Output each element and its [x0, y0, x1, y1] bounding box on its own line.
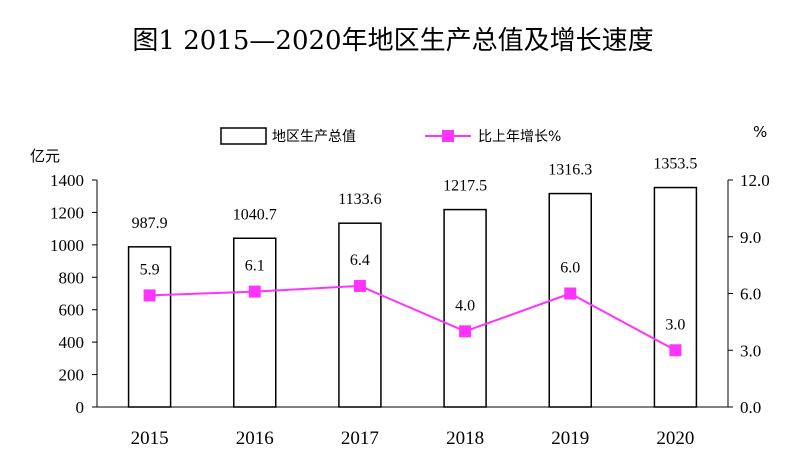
growth-value-label: 6.0: [560, 260, 580, 277]
x-tick-label: 2018: [446, 428, 484, 449]
x-tick-label: 2015: [131, 428, 169, 449]
x-tick-labels: 2015 2016 2017 2018 2019 2020: [131, 428, 695, 449]
left-tick-label: 200: [59, 366, 85, 385]
growth-marker: [143, 289, 156, 302]
growth-marker: [669, 344, 682, 357]
chart-title: 图1 2015—2020年地区生产总值及增长速度: [132, 26, 654, 56]
growth-polyline: [149, 284, 676, 352]
legend-line-marker: [442, 130, 454, 142]
growth-marker: [248, 285, 261, 298]
right-ticks: 0.0 3.0 6.0 9.0 12.0: [728, 171, 770, 417]
bar-value-labels: 987.9 1040.7 1133.6 1217.5 1316.3 1353.5: [132, 156, 698, 232]
bar: [653, 186, 698, 408]
bars: [127, 186, 698, 408]
legend-bar-swatch: [220, 127, 267, 145]
bar-value-label: 1133.6: [338, 191, 381, 208]
x-tick-label: 2019: [551, 428, 589, 449]
x-tick-label: 2017: [341, 428, 379, 449]
right-tick-label: 12.0: [740, 171, 770, 190]
left-tick-label: 1400: [50, 171, 84, 190]
growth-marker: [564, 287, 577, 300]
x-tick-label: 2016: [236, 428, 274, 449]
bar-value-label: 1217.5: [443, 178, 487, 195]
left-tick-label: 1200: [50, 203, 84, 222]
left-tick-label: 600: [59, 301, 85, 320]
right-tick-label: 0.0: [740, 398, 761, 417]
legend: 地区生产总值 比上年增长%: [220, 127, 561, 145]
right-tick-label: 6.0: [740, 285, 761, 304]
legend-line-label: 比上年增长%: [478, 129, 561, 145]
bar: [548, 192, 592, 408]
left-axis-unit: 亿元: [30, 147, 60, 165]
bar-value-label: 987.9: [132, 215, 168, 232]
left-tick-label: 0: [76, 398, 85, 417]
bar-value-label: 1316.3: [548, 162, 592, 179]
bar: [127, 246, 172, 408]
bar: [338, 222, 382, 408]
growth-value-label: 3.0: [665, 316, 685, 333]
legend-bar-label: 地区生产总值: [272, 129, 356, 145]
growth-marker: [459, 325, 472, 338]
bar: [233, 237, 277, 408]
left-tick-label: 800: [59, 268, 85, 287]
growth-value-label: 5.9: [140, 261, 160, 278]
growth-value-label: 4.0: [455, 297, 475, 314]
left-ticks: 0 200 400 600 800 1000 1200 1400: [50, 171, 97, 417]
left-tick-label: 400: [59, 333, 85, 352]
growth-value-labels: 5.9 6.1 6.4 4.0 6.0 3.0: [140, 252, 686, 333]
x-tick-label: 2020: [656, 428, 694, 449]
growth-value-label: 6.1: [245, 258, 265, 275]
growth-marker: [353, 279, 366, 292]
right-tick-label: 9.0: [740, 228, 761, 247]
left-tick-label: 1000: [50, 236, 84, 255]
bar-value-label: 1353.5: [653, 156, 697, 173]
growth-value-label: 6.4: [350, 252, 370, 269]
bar-value-label: 1040.7: [233, 206, 277, 223]
right-axis-unit: %: [753, 123, 767, 141]
bar: [443, 208, 487, 408]
growth-line: [143, 279, 682, 357]
right-tick-label: 3.0: [740, 341, 761, 360]
